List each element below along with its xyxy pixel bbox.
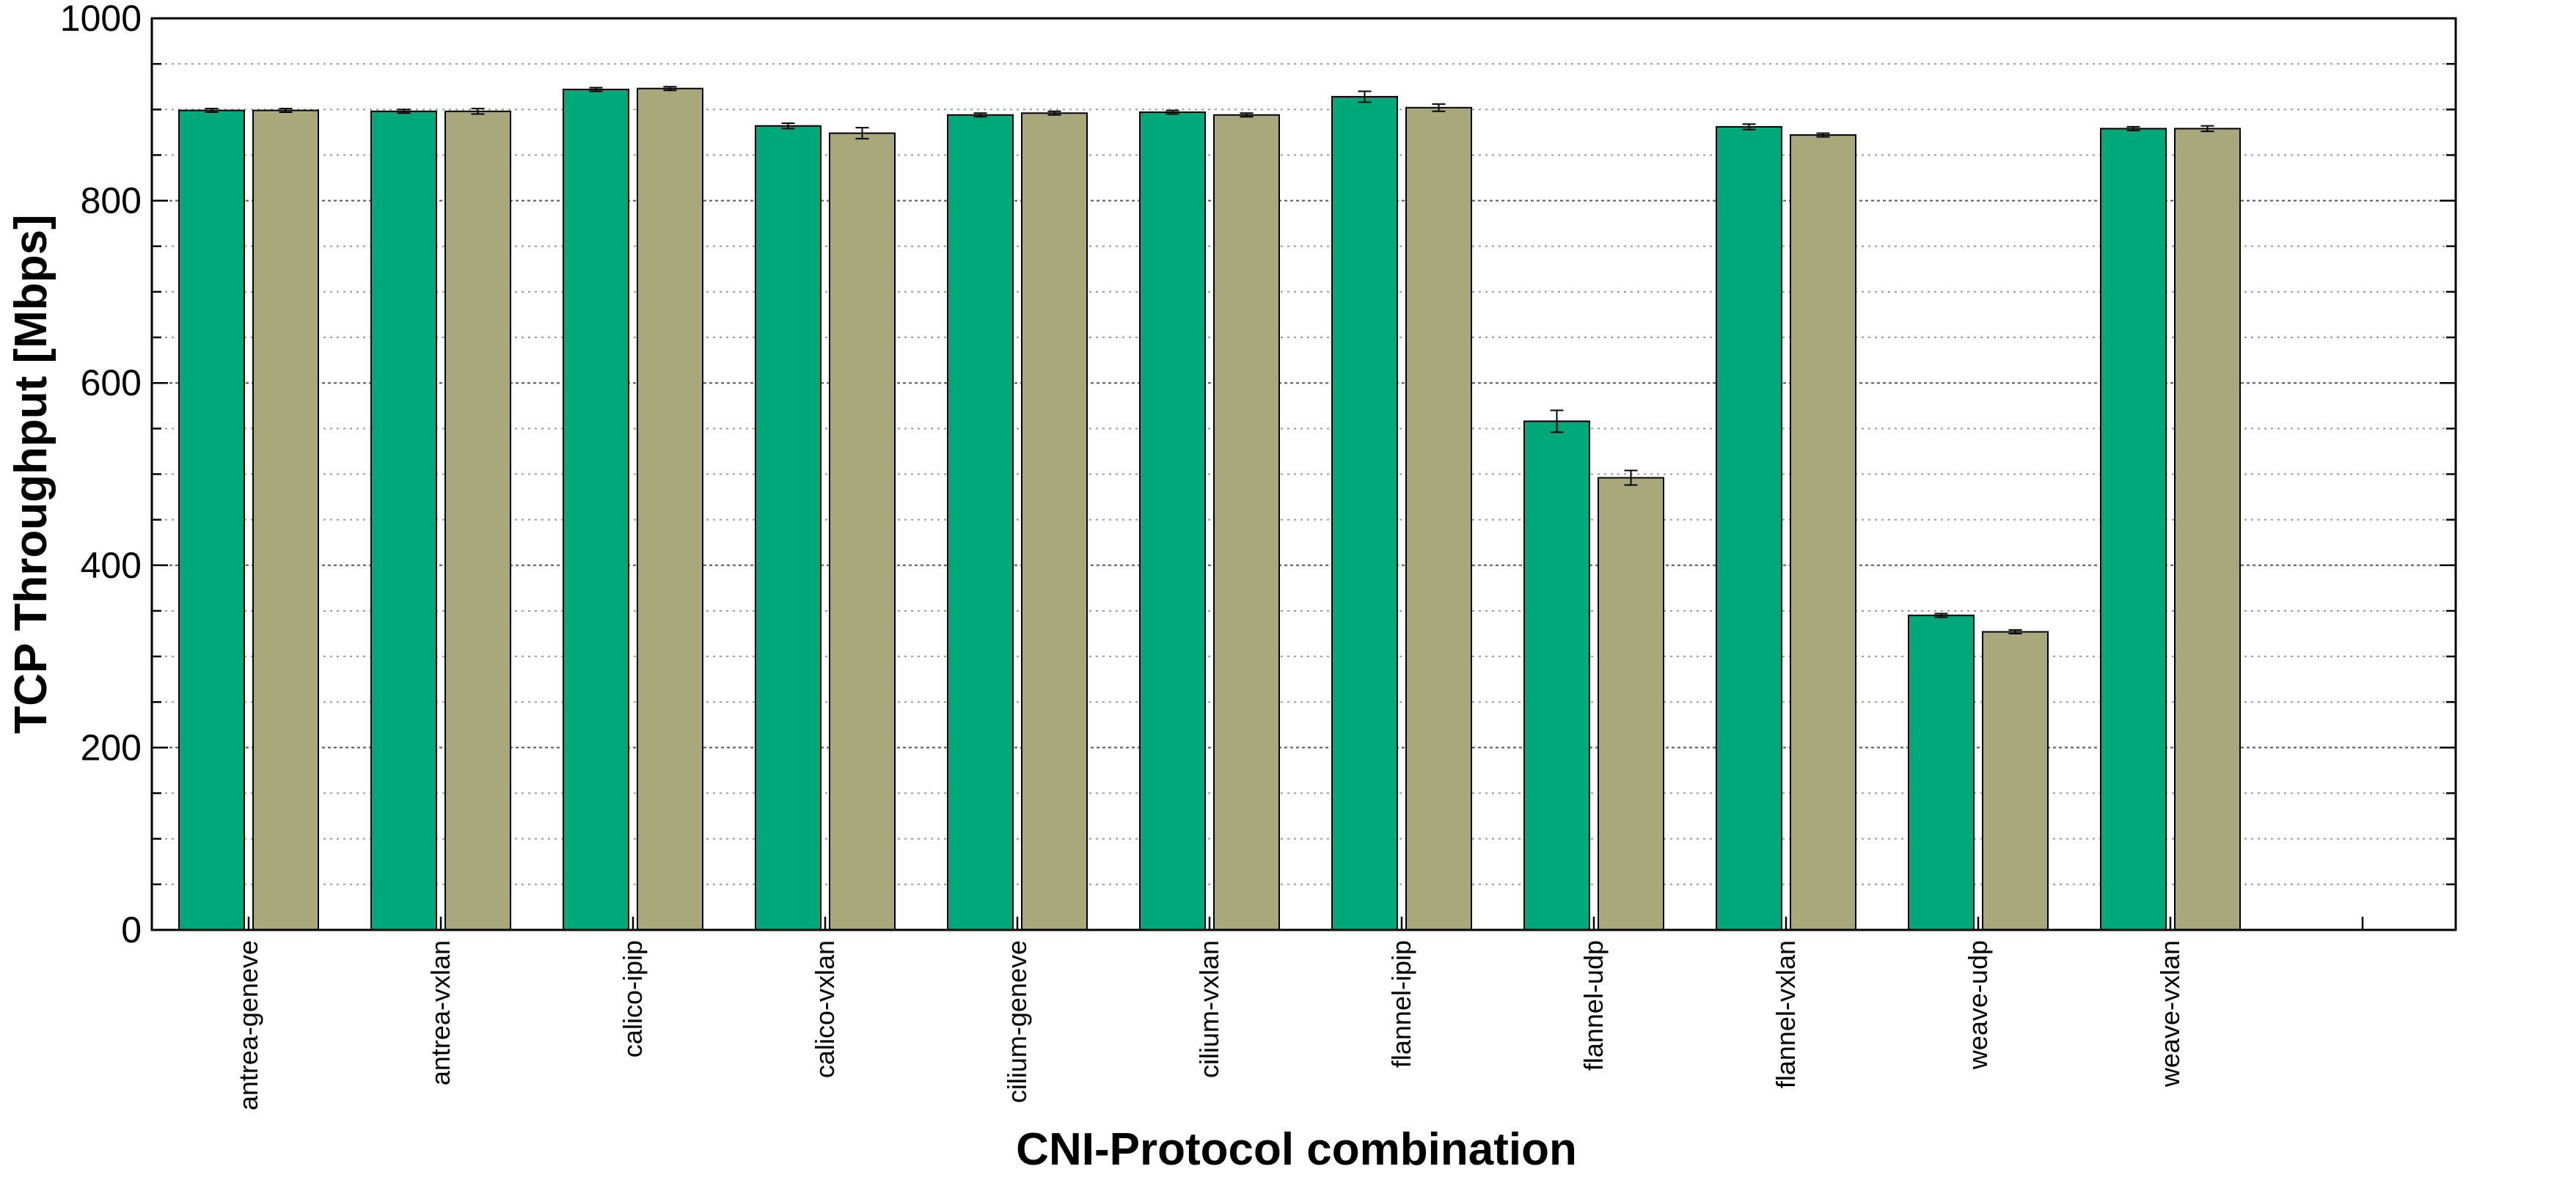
y-tick-label: 400: [81, 545, 142, 586]
y-tick-label: 200: [81, 727, 142, 768]
bars-group: [178, 87, 2241, 931]
y-tick-labels: 0 200 400 600 800 1000: [60, 0, 142, 950]
bar-flannel-udp-1: [1523, 420, 1590, 931]
bar-calico-vxlan-1: [755, 125, 822, 931]
bar-weave-udp-1: [1908, 615, 1975, 931]
grid-lines: [152, 63, 2456, 885]
bar-antrea-geneve-1: [178, 109, 245, 931]
x-tick-label: flannel-udp: [1578, 940, 1609, 1071]
bar-calico-ipip-2: [637, 87, 703, 931]
x-tick-label: cilium-geneve: [1002, 940, 1032, 1103]
bar-antrea-vxlan-1: [370, 110, 437, 931]
x-tick-label: calico-ipip: [618, 940, 648, 1058]
x-tick-label: flannel-vxlan: [1771, 940, 1801, 1088]
x-tick-label: flannel-ipip: [1386, 940, 1416, 1068]
bar-cilium-vxlan-1: [1139, 111, 1206, 931]
x-axis-title: CNI-Protocol combination: [1016, 1124, 1577, 1175]
bar-calico-ipip-1: [563, 88, 629, 931]
x-tick-label: cilium-vxlan: [1194, 940, 1224, 1078]
x-tick-label: antrea-geneve: [233, 940, 263, 1110]
bar-calico-vxlan-2: [829, 132, 896, 931]
bar-cilium-geneve-1: [947, 114, 1014, 931]
bar-flannel-ipip-1: [1331, 95, 1398, 931]
bar-weave-udp-2: [1982, 631, 2049, 931]
x-tick-label: weave-udp: [1963, 940, 1993, 1070]
bar-flannel-ipip-2: [1405, 106, 1472, 931]
bar-antrea-vxlan-2: [444, 110, 511, 931]
bar-flannel-udp-2: [1598, 477, 1664, 931]
bar-flannel-vxlan-1: [1716, 125, 1782, 931]
y-axis-title: TCP Throughput [Mbps]: [6, 214, 56, 733]
axis-ticks: [152, 17, 2456, 931]
y-tick-label: 0: [121, 909, 142, 950]
bar-antrea-geneve-2: [252, 109, 319, 931]
y-tick-label: 600: [81, 362, 142, 403]
bar-weave-vxlan-1: [2100, 128, 2167, 931]
y-tick-label: 1000: [60, 0, 142, 39]
bar-flannel-vxlan-2: [1790, 134, 1856, 931]
error-bars-group: [205, 86, 2214, 635]
x-tick-labels: antrea-geneve antrea-vxlan calico-ipip cali…: [233, 940, 2185, 1110]
bar-cilium-geneve-2: [1021, 112, 1088, 931]
x-tick-label: antrea-vxlan: [425, 940, 455, 1085]
y-tick-label: 800: [81, 180, 142, 221]
bar-cilium-vxlan-2: [1213, 114, 1280, 931]
bar-weave-vxlan-2: [2174, 128, 2241, 931]
x-tick-label: calico-vxlan: [810, 940, 840, 1078]
x-tick-label: weave-vxlan: [2155, 940, 2185, 1088]
